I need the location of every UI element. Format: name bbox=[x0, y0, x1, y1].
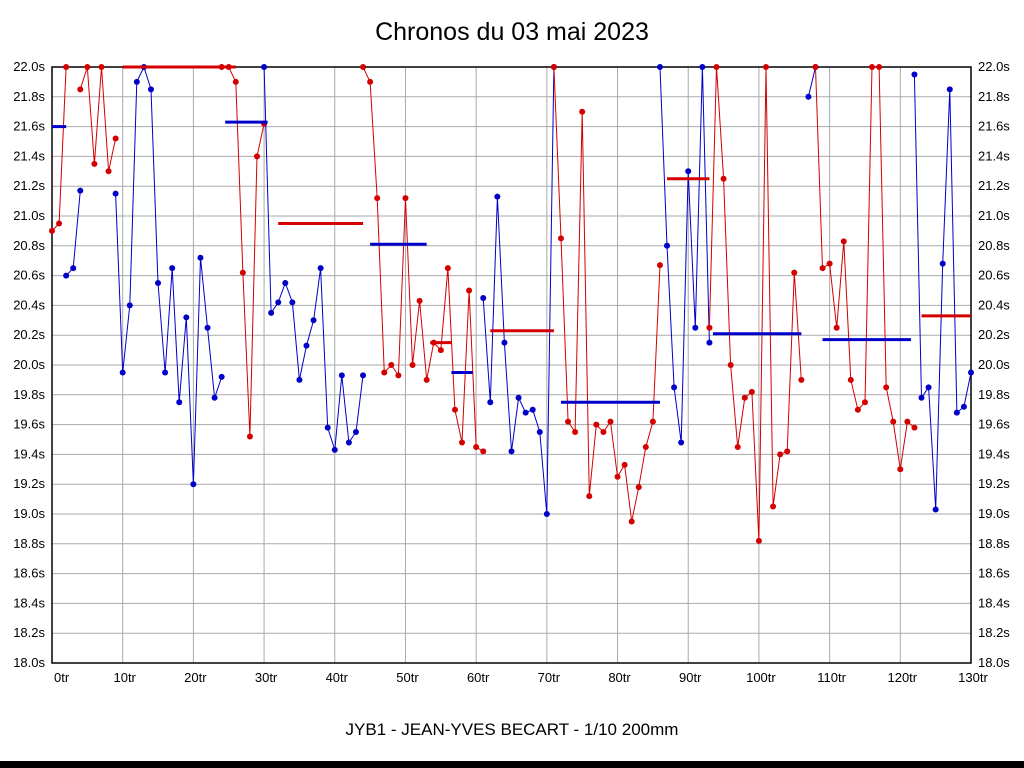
svg-text:21.2s: 21.2s bbox=[978, 178, 1010, 193]
svg-text:22.0s: 22.0s bbox=[13, 59, 45, 74]
svg-text:18.0s: 18.0s bbox=[978, 655, 1010, 670]
svg-text:19.0s: 19.0s bbox=[13, 506, 45, 521]
svg-text:19.2s: 19.2s bbox=[978, 476, 1010, 491]
svg-text:21.4s: 21.4s bbox=[13, 148, 45, 163]
svg-text:21.6s: 21.6s bbox=[978, 119, 1010, 134]
svg-text:21.0s: 21.0s bbox=[978, 208, 1010, 223]
svg-text:120tr: 120tr bbox=[887, 670, 917, 685]
svg-text:90tr: 90tr bbox=[679, 670, 702, 685]
svg-text:130tr: 130tr bbox=[958, 670, 988, 685]
svg-text:80tr: 80tr bbox=[608, 670, 631, 685]
svg-text:40tr: 40tr bbox=[326, 670, 349, 685]
svg-text:50tr: 50tr bbox=[396, 670, 419, 685]
chart-footer: JYB1 - JEAN-YVES BECART - 1/10 200mm bbox=[345, 720, 679, 739]
svg-text:10tr: 10tr bbox=[113, 670, 136, 685]
svg-text:21.0s: 21.0s bbox=[13, 208, 45, 223]
svg-text:21.8s: 21.8s bbox=[13, 89, 45, 104]
svg-text:20.6s: 20.6s bbox=[978, 268, 1010, 283]
svg-text:19.6s: 19.6s bbox=[978, 417, 1010, 432]
svg-text:21.6s: 21.6s bbox=[13, 119, 45, 134]
svg-text:18.8s: 18.8s bbox=[13, 536, 45, 551]
svg-text:19.0s: 19.0s bbox=[978, 506, 1010, 521]
svg-text:20.0s: 20.0s bbox=[978, 357, 1010, 372]
svg-text:60tr: 60tr bbox=[467, 670, 490, 685]
svg-text:19.8s: 19.8s bbox=[13, 387, 45, 402]
svg-text:21.4s: 21.4s bbox=[978, 148, 1010, 163]
svg-text:100tr: 100tr bbox=[746, 670, 776, 685]
svg-text:20tr: 20tr bbox=[184, 670, 207, 685]
svg-text:18.2s: 18.2s bbox=[13, 625, 45, 640]
svg-text:18.4s: 18.4s bbox=[13, 595, 45, 610]
svg-text:19.8s: 19.8s bbox=[978, 387, 1010, 402]
bottom-bar bbox=[0, 761, 1024, 768]
svg-text:19.4s: 19.4s bbox=[978, 446, 1010, 461]
svg-text:20.8s: 20.8s bbox=[13, 238, 45, 253]
svg-text:18.2s: 18.2s bbox=[978, 625, 1010, 640]
svg-text:22.0s: 22.0s bbox=[978, 59, 1010, 74]
chart-title: Chronos du 03 mai 2023 bbox=[375, 18, 649, 46]
svg-text:20.0s: 20.0s bbox=[13, 357, 45, 372]
svg-text:21.8s: 21.8s bbox=[978, 89, 1010, 104]
svg-text:20.8s: 20.8s bbox=[978, 238, 1010, 253]
svg-text:110tr: 110tr bbox=[817, 670, 846, 685]
svg-text:18.8s: 18.8s bbox=[978, 536, 1010, 551]
svg-text:20.4s: 20.4s bbox=[13, 297, 45, 312]
svg-text:0tr: 0tr bbox=[54, 670, 70, 685]
svg-text:18.6s: 18.6s bbox=[978, 566, 1010, 581]
svg-text:20.2s: 20.2s bbox=[978, 327, 1010, 342]
svg-text:20.6s: 20.6s bbox=[13, 268, 45, 283]
svg-text:18.4s: 18.4s bbox=[978, 595, 1010, 610]
svg-text:19.2s: 19.2s bbox=[13, 476, 45, 491]
svg-text:70tr: 70tr bbox=[538, 670, 561, 685]
svg-text:20.4s: 20.4s bbox=[978, 297, 1010, 312]
svg-text:18.0s: 18.0s bbox=[13, 655, 45, 670]
svg-text:19.4s: 19.4s bbox=[13, 446, 45, 461]
svg-text:20.2s: 20.2s bbox=[13, 327, 45, 342]
svg-text:18.6s: 18.6s bbox=[13, 566, 45, 581]
svg-text:21.2s: 21.2s bbox=[13, 178, 45, 193]
svg-text:19.6s: 19.6s bbox=[13, 417, 45, 432]
svg-text:30tr: 30tr bbox=[255, 670, 278, 685]
